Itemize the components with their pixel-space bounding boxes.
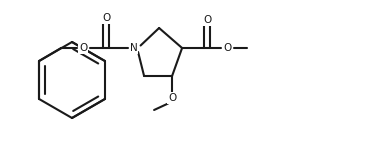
Text: O: O: [203, 15, 211, 25]
Text: O: O: [223, 43, 231, 53]
Text: O: O: [79, 43, 87, 53]
Text: O: O: [102, 13, 110, 23]
Text: N: N: [130, 43, 138, 53]
Text: O: O: [168, 93, 176, 103]
